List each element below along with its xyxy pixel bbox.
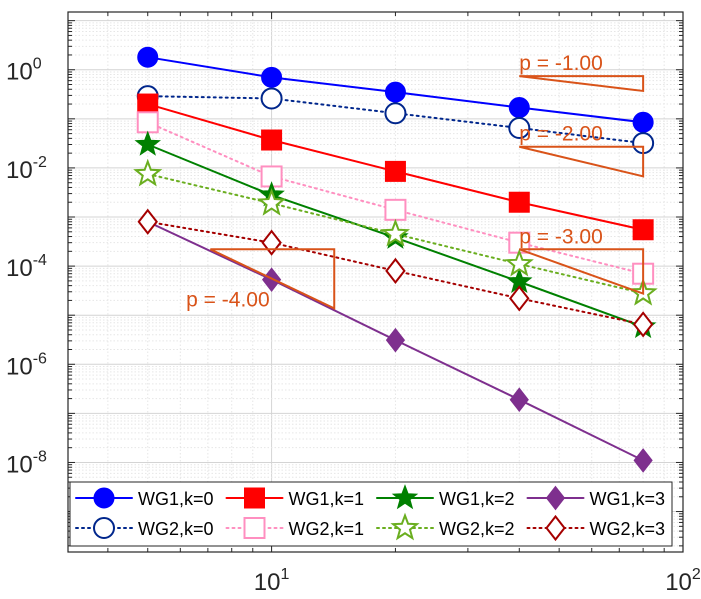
data-point: [385, 257, 406, 284]
data-point: [632, 219, 654, 241]
y-tick-label: 10-6: [6, 350, 47, 380]
slope-triangles: p = -1.00 p = -2.00 p = -3.00 p = -4.00: [186, 52, 645, 312]
legend-entry: WG1,k=2: [376, 484, 515, 510]
data-point: [261, 66, 283, 88]
data-point: [509, 387, 529, 413]
slope-triangle: p = -4.00: [186, 248, 336, 312]
legend-label: WG2,k=1: [289, 519, 365, 539]
slope-triangle-shape: [519, 145, 645, 178]
series-wg1-k-0: [137, 46, 654, 133]
slope-label: p = -3.00: [519, 225, 602, 248]
axes-box: [67, 11, 684, 553]
data-point: [134, 130, 161, 156]
legend-entry: WG2,k=3: [526, 514, 666, 542]
data-point: [632, 111, 654, 133]
slope-triangle: p = -2.00: [519, 123, 645, 178]
legend-label: WG1,k=0: [138, 489, 214, 509]
y-tick-label: 10-8: [6, 448, 47, 478]
data-point: [137, 208, 158, 235]
data-point: [137, 46, 159, 68]
legend-marker: [244, 487, 265, 509]
slope-triangle: p = -3.00: [518, 225, 645, 296]
legend-entry: WG1,k=1: [225, 487, 365, 509]
legend-marker: [390, 512, 420, 541]
slope-triangle-shape: [209, 248, 336, 310]
tick-labels: 101 102 100 10-2 10-4 10-6 10-8: [6, 56, 701, 596]
data-point: [380, 218, 411, 247]
data-point: [261, 229, 282, 256]
legend-marker: [391, 484, 419, 510]
legend-marker: [545, 485, 566, 511]
legend-entry: WG2,k=0: [75, 517, 214, 539]
y-tick-label: 100: [6, 56, 42, 86]
data-point: [256, 187, 287, 216]
legend-box: [69, 481, 673, 547]
legend-label: WG1,k=1: [289, 489, 365, 509]
x-tick-label: 102: [665, 566, 701, 596]
legend-marker: [545, 514, 566, 542]
slope-triangle-shape: [519, 75, 645, 93]
legend-label: WG2,k=0: [138, 519, 214, 539]
slope-label: p = -2.00: [519, 123, 602, 146]
data-point: [384, 81, 406, 103]
legend-label: WG1,k=3: [590, 489, 666, 509]
data-point: [385, 327, 406, 353]
slope-label: p = -1.00: [519, 52, 602, 75]
x-tick-label: 101: [254, 566, 290, 596]
data-point: [260, 87, 283, 110]
data-point: [509, 285, 530, 312]
legend-entry: WG1,k=0: [75, 487, 214, 509]
legend-entry: WG2,k=1: [225, 517, 365, 539]
data-point: [504, 248, 534, 277]
data-point: [384, 198, 407, 221]
series-wg1-k-1: [137, 93, 654, 241]
y-tick-label: 10-4: [6, 252, 47, 282]
slope-triangle: p = -1.00: [519, 52, 645, 93]
legend-label: WG2,k=2: [439, 519, 515, 539]
data-point: [633, 448, 653, 473]
data-point: [133, 158, 163, 187]
legend-marker: [93, 517, 115, 539]
legend-entry: WG1,k=3: [526, 485, 666, 511]
data-point: [137, 93, 159, 115]
legend-marker: [243, 517, 266, 539]
legend-entry: WG2,k=2: [376, 512, 515, 541]
data-point: [508, 191, 530, 213]
slope-label: p = -4.00: [186, 289, 269, 312]
data-point: [136, 111, 159, 134]
data-point: [508, 117, 531, 140]
data-point: [508, 97, 530, 119]
slope-triangle-shape: [518, 248, 645, 296]
series-wg2-k-3: [137, 208, 654, 338]
data-point: [632, 311, 654, 338]
data-point: [384, 160, 406, 182]
legend: WG1,k=0 WG2,k=0 WG1,k=1 WG2,k=1 WG1,k=2 WG2,k…: [69, 481, 673, 547]
legend-label: WG1,k=2: [439, 489, 515, 509]
data-point: [261, 129, 283, 151]
y-tick-label: 10-2: [6, 154, 47, 184]
data-point: [384, 102, 407, 125]
legend-marker: [93, 487, 115, 509]
legend-label: WG2,k=3: [590, 519, 666, 539]
